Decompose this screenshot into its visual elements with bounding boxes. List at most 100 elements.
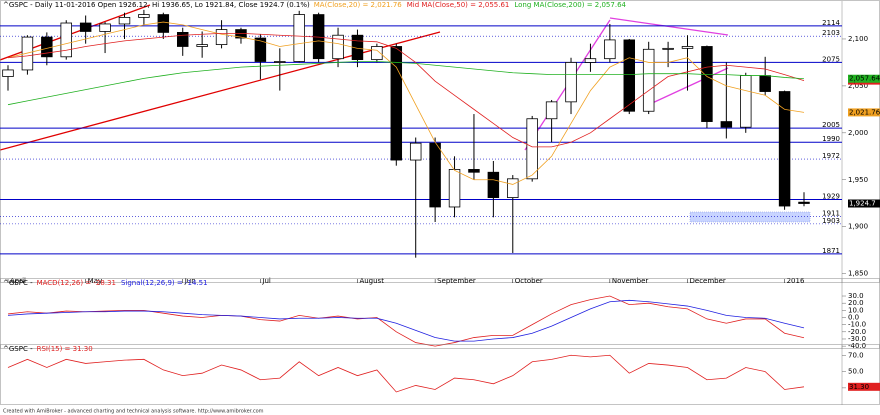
chart-title: ^GSPC - (3, 279, 33, 287)
legend-entry: MACD(12,26) = -28.31 (37, 279, 116, 287)
candle-body (584, 58, 597, 63)
candle-body (778, 91, 791, 207)
candle-body (390, 46, 403, 161)
y-tick-label: 70.0 (848, 351, 864, 359)
x-tick-label: 2016 (787, 277, 805, 285)
y-tick-label: 2,000 (848, 129, 868, 137)
level-label: 1911 (822, 209, 840, 217)
y-tick-label: -10.0 (848, 321, 866, 329)
candle-body (293, 14, 305, 62)
candle-body (468, 169, 480, 173)
chart-title: ^GSPC - (3, 345, 33, 353)
series-line (7, 295, 805, 347)
y-tick-label: 1,900 (848, 223, 868, 231)
candle-body (545, 101, 558, 120)
level-label: 2114 (822, 19, 840, 27)
series-line (7, 61, 805, 106)
x-tick-label: May (88, 277, 102, 285)
candle-body (215, 29, 228, 46)
candle-body (118, 16, 131, 25)
candle-body (526, 118, 538, 180)
candle-body (254, 37, 267, 62)
x-tick-label: August (359, 277, 384, 285)
candle-body (701, 46, 713, 122)
candle-body (79, 22, 92, 32)
candle-body (740, 75, 752, 128)
candle-body (623, 39, 636, 112)
close-tag (848, 199, 880, 208)
candle-body (662, 47, 674, 50)
legend-entry: Mid MA(Close,50) = 2,055.61 (407, 1, 510, 9)
y-tick-label: -40.0 (848, 342, 866, 350)
y-tick-label: -20.0 (848, 328, 866, 336)
y-tick-label: 1,850 (848, 270, 868, 278)
y-tick-label: 20.0 (848, 299, 864, 307)
candle-body (487, 171, 500, 198)
candle-body (720, 121, 733, 128)
level-label: 2005 (822, 121, 840, 129)
candle-body (157, 14, 170, 33)
footer: Created with AmiBroker - advanced charti… (3, 409, 264, 415)
series-line (7, 354, 805, 393)
value-tag (848, 382, 880, 391)
level-label: 1929 (822, 192, 840, 200)
x-tick-label: September (437, 277, 476, 285)
candle-body (196, 44, 208, 47)
candle-body (60, 22, 72, 58)
candle-body (21, 36, 34, 71)
candle-body (138, 14, 150, 18)
chart-title: ^GSPC - Daily 11-01-2016 Open 1926.12, H… (3, 1, 310, 9)
level-label: 2075 (822, 55, 840, 63)
volume-profile-zone (689, 211, 811, 223)
x-tick-label: Jun (184, 277, 196, 285)
legend-entry: RSI(15) = 31.30 (37, 345, 93, 353)
series-line (7, 21, 805, 185)
x-tick-label: Jul (261, 277, 271, 285)
series-line (7, 32, 805, 148)
y-tick-label: 0.0 (848, 314, 859, 322)
trend-line (609, 17, 729, 36)
candle-body (409, 142, 422, 161)
value-tag (848, 108, 880, 117)
candle-body (176, 32, 189, 47)
level-label: 1990 (822, 135, 840, 143)
candle-body (681, 46, 694, 49)
level-label: 1903 (822, 217, 840, 225)
candle-body (429, 142, 441, 208)
candle-body (759, 75, 771, 92)
level-label: 2103 (822, 29, 840, 37)
x-tick-label: April (10, 277, 26, 285)
y-tick-label: -30.0 (848, 335, 866, 343)
level-label: 1871 (822, 247, 840, 255)
candle-body (2, 69, 14, 77)
value-tag-label: 31.30 (849, 383, 869, 391)
level-label: 1972 (822, 152, 840, 160)
y-tick-label: 2,100 (848, 35, 868, 43)
value-tag (848, 74, 880, 83)
x-tick-label: November (612, 277, 649, 285)
candle-body (448, 169, 461, 208)
candle-body (99, 23, 111, 32)
candle-body (642, 48, 655, 112)
legend-entry: Signal(12,26,9) = -14.51 (121, 279, 208, 287)
series-line (7, 299, 805, 342)
y-tick-label: 1,950 (848, 176, 868, 184)
candle-body (274, 61, 286, 63)
value-tag-label: 2,021.76 (849, 108, 880, 116)
x-tick-label: October (515, 277, 543, 285)
y-tick-label: 10.0 (848, 306, 864, 314)
candle-body (371, 46, 383, 61)
legend-entry: Long MA(Close,200) = 2,057.64 (514, 1, 626, 9)
trend-line (0, 31, 441, 151)
y-tick-label: 30.0 (848, 292, 864, 300)
close-tag-label: 1,924.7 (849, 200, 876, 208)
candle-body (798, 201, 810, 204)
value-tag-label: 2,057.64 (849, 75, 880, 83)
candle-body (332, 34, 344, 60)
legend-entry: MA(Close,20) = 2,021.76 (314, 1, 403, 9)
y-tick-label: 2,050 (848, 82, 868, 90)
x-tick-label: December (690, 277, 726, 285)
y-tick-label: 50.0 (848, 368, 864, 376)
candle-body (565, 62, 577, 103)
